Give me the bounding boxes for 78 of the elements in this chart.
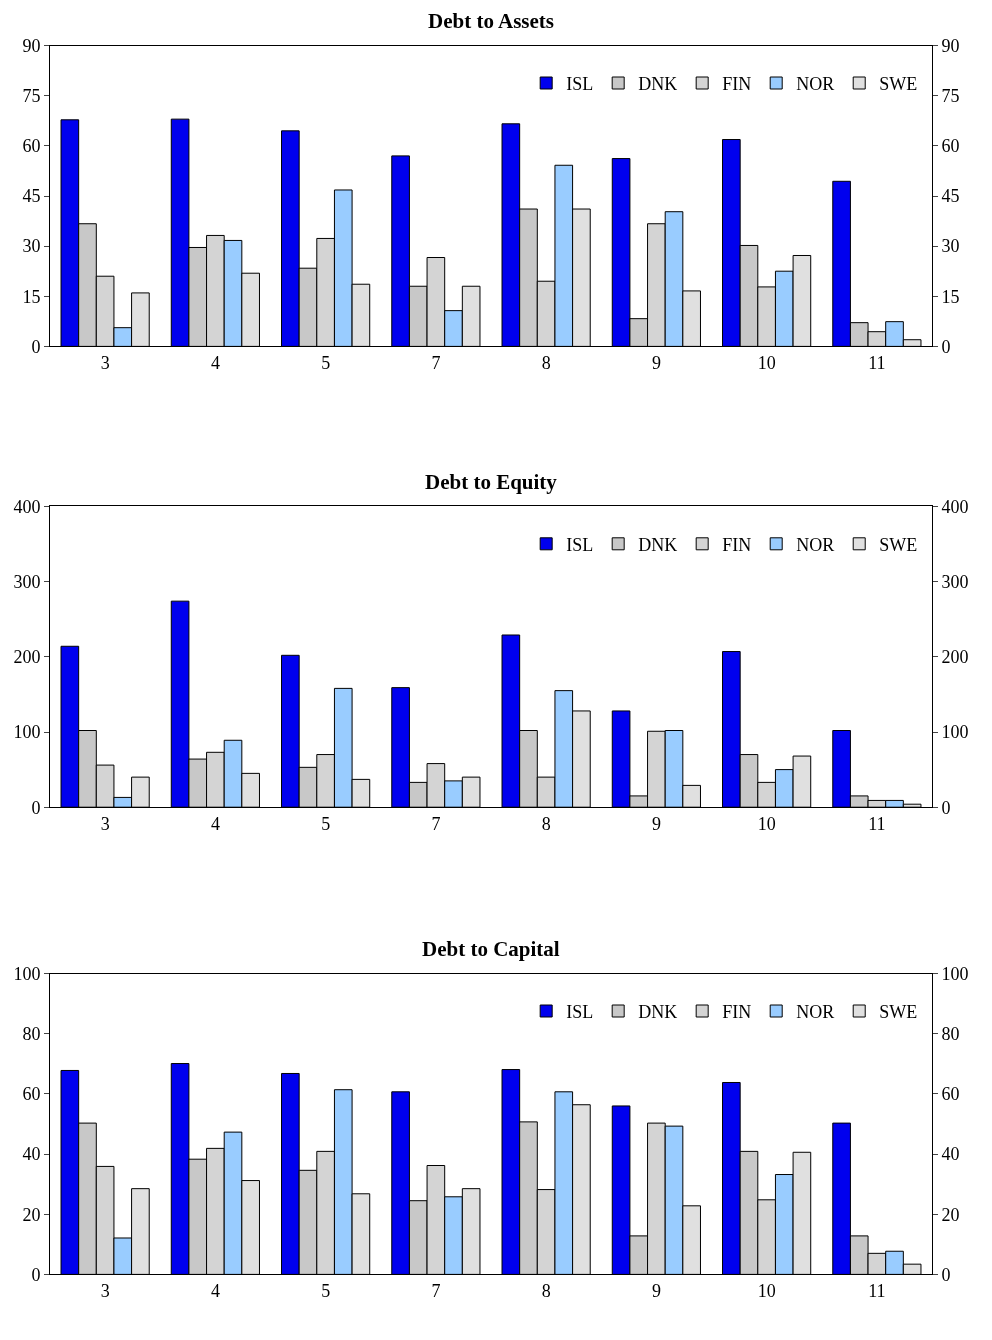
y2-tick-label: 60	[941, 136, 960, 157]
y2-tick-label: 400	[941, 496, 969, 517]
x-tick-label: 7	[431, 1281, 441, 1301]
y2-tick-label: 100	[941, 722, 969, 743]
legend-label: ISL	[566, 74, 594, 95]
x-tick-label: 9	[651, 353, 661, 373]
legend-label: NOR	[796, 74, 835, 95]
y-tick-label: 0	[31, 1264, 41, 1285]
legend-label: SWE	[879, 1002, 918, 1023]
x-tick-label: 5	[321, 1281, 331, 1301]
y2-tick-label: 200	[941, 647, 969, 668]
y-tick-label: 100	[13, 963, 41, 984]
y2-tick-label: 0	[941, 336, 951, 357]
x-tick-label: 10	[757, 1281, 776, 1301]
chart-title: Debt to Assets	[428, 9, 554, 33]
x-tick-label: 10	[757, 353, 776, 373]
x-tick-label: 5	[321, 353, 331, 373]
y2-tick-label: 300	[941, 571, 969, 592]
y2-tick-label: 100	[941, 963, 969, 984]
y-tick-label: 200	[13, 647, 41, 668]
x-tick-label: 10	[757, 813, 776, 834]
legend-label: SWE	[879, 534, 918, 555]
y-tick-label: 400	[13, 496, 41, 517]
y-tick-label: 15	[22, 286, 41, 307]
y2-tick-label: 15	[941, 286, 960, 307]
legend-label: ISL	[566, 534, 594, 555]
legend-label: DNK	[638, 1002, 678, 1023]
y-tick-label: 300	[13, 571, 41, 592]
x-tick-label: 3	[100, 353, 110, 373]
y2-tick-label: 0	[941, 1264, 951, 1285]
y-tick-label: 0	[31, 797, 41, 818]
y2-tick-label: 80	[941, 1024, 960, 1045]
legend-label: DNK	[638, 74, 678, 95]
x-tick-label: 7	[431, 353, 441, 373]
y2-tick-label: 75	[941, 86, 960, 107]
y-tick-label: 75	[22, 86, 41, 107]
y2-tick-label: 90	[941, 35, 960, 56]
x-tick-label: 4	[210, 813, 220, 834]
y-tick-label: 100	[13, 722, 41, 743]
x-tick-label: 11	[868, 353, 886, 373]
y-tick-label: 30	[22, 236, 41, 257]
x-tick-label: 8	[541, 353, 551, 373]
x-tick-label: 7	[431, 813, 441, 834]
y-tick-label: 80	[22, 1024, 41, 1045]
y-tick-label: 20	[22, 1204, 41, 1225]
y2-tick-label: 40	[941, 1144, 960, 1165]
legend-label: FIN	[722, 534, 752, 555]
y-tick-label: 90	[22, 35, 41, 56]
x-tick-label: 9	[651, 1281, 661, 1301]
legend-label: SWE	[879, 74, 918, 95]
y2-tick-label: 20	[941, 1204, 960, 1225]
x-tick-label: 4	[210, 353, 220, 373]
y-tick-label: 45	[22, 186, 41, 207]
x-tick-label: 9	[651, 813, 661, 834]
y2-tick-label: 60	[941, 1084, 960, 1105]
x-tick-label: 8	[541, 813, 551, 834]
x-tick-label: 11	[868, 1281, 886, 1301]
y-tick-label: 60	[22, 136, 41, 157]
x-tick-label: 4	[210, 1281, 220, 1301]
legend-label: NOR	[796, 534, 835, 555]
legend-label: FIN	[722, 1002, 752, 1023]
chart-title: Debt to Equity	[425, 470, 558, 494]
x-tick-label: 3	[100, 1281, 110, 1301]
x-tick-label: 3	[100, 813, 110, 834]
y2-tick-label: 30	[941, 236, 960, 257]
x-tick-label: 8	[541, 1281, 551, 1301]
y2-tick-label: 0	[941, 797, 951, 818]
legend-label: ISL	[566, 1002, 594, 1023]
y-tick-label: 0	[31, 336, 41, 357]
chart-title: Debt to Capital	[422, 937, 560, 961]
y-tick-label: 40	[22, 1144, 41, 1165]
legend-label: DNK	[638, 534, 678, 555]
legend-label: NOR	[796, 1002, 835, 1023]
x-tick-label: 11	[868, 813, 886, 834]
x-tick-label: 5	[321, 813, 331, 834]
y2-tick-label: 45	[941, 186, 960, 207]
y-tick-label: 60	[22, 1084, 41, 1105]
legend-label: FIN	[722, 74, 752, 95]
